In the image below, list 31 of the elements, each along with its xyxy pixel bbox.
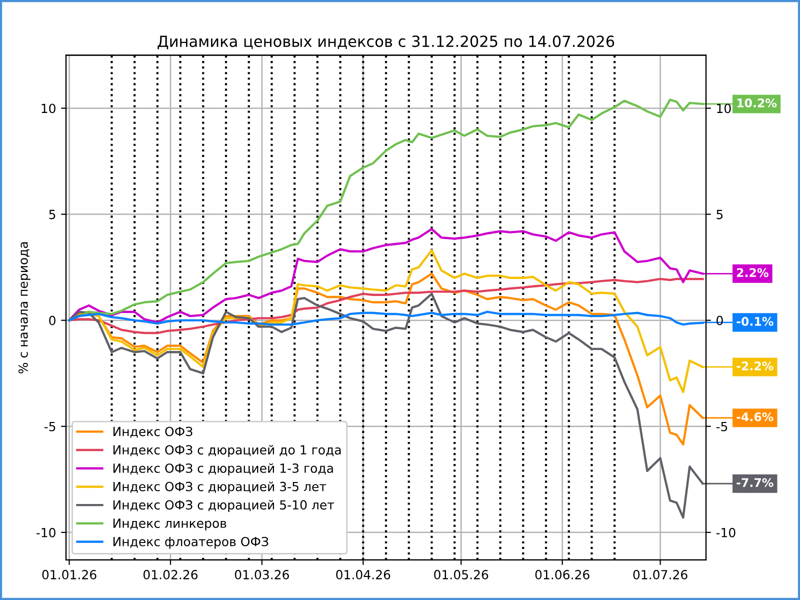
annotation: -2.2% [736,361,774,370]
annotation: 10.2% [737,98,777,108]
y-tick-label: -10 [36,528,56,538]
y2-tick-label: -10 [716,528,736,538]
legend-label: Индекс ОФЗ [113,426,192,438]
legend-label: Индекс линкеров [113,518,226,530]
y-tick-label: -5 [44,422,56,432]
legend-label: Индекс ОФЗ с дюрацией 5-10 лет [113,500,334,512]
chart-title: Динамика ценовых индексов с 31.12.2025 по 14.07.2026 [158,36,614,50]
y-tick-label: 5 [49,210,56,220]
y2-tick-label: -5 [716,422,728,432]
x-tick-label: 01.05.26 [434,570,488,580]
x-tick-label: 01.06.26 [535,570,590,580]
y-tick-label: 10 [42,104,56,114]
legend-label: Индекс ОФЗ с дюрацией до 1 года [113,444,341,457]
x-tick-label: 01.03.26 [234,570,289,580]
x-tick-label: 01.02.26 [143,570,198,580]
y2-tick-label: 5 [716,210,723,220]
y-axis-title: % с начала периода [18,242,30,374]
x-tick-label: 01.07.26 [633,570,688,580]
annotation: 2.2% [737,268,768,278]
legend-label: Индекс ОФЗ с дюрацией 1-3 года [113,463,333,476]
annotation: -0.1% [736,316,774,326]
y2-tick-label: 10 [717,104,731,114]
legend-label: Индекс ОФЗ с дюрацией 3-5 лет [113,482,326,494]
x-tick-label: 01.01.26 [42,570,96,580]
annotation: -4.6% [736,412,774,422]
x-tick-label: 01.04.26 [336,570,390,580]
legend-label: Индекс флоатеров ОФЗ [113,536,268,549]
annotation: -7.7% [736,478,774,488]
y-tick-label: 0 [49,316,56,326]
